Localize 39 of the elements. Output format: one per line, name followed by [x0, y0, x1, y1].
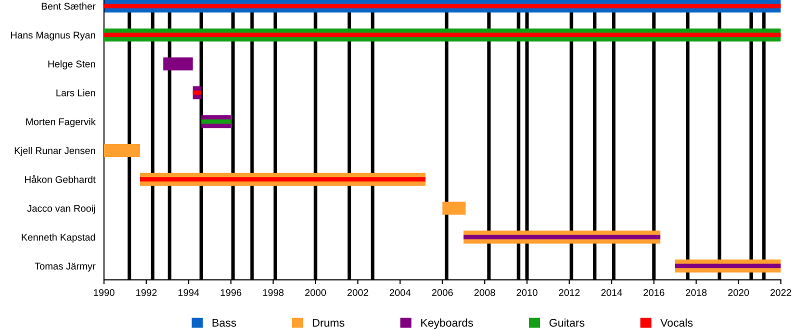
x-tick-label: 2012: [558, 289, 580, 296]
bar: [192, 90, 202, 95]
legend-label: Vocals: [660, 318, 693, 327]
x-tick-label: 2008: [474, 289, 496, 296]
bar: [140, 177, 426, 182]
y-tick-label: Jacco van Rooij: [27, 204, 96, 214]
x-tick-label: 1996: [220, 289, 242, 296]
bar: [442, 202, 466, 215]
x-tick-label: 1990: [94, 289, 114, 296]
legend-label: Guitars: [550, 318, 584, 327]
y-tick-label: Bent Sæther: [42, 2, 96, 10]
y-tick-label: Kenneth Kapstad: [22, 234, 96, 243]
bar: [104, 144, 140, 157]
y-tick-label: Håkon Gebhardt: [25, 175, 96, 183]
x-tick-label: 2018: [686, 289, 707, 296]
legend-label: Keyboards: [421, 318, 473, 329]
bar: [104, 4, 781, 8]
x-tick-label: 1992: [136, 289, 157, 296]
x-tick-label: 1994: [178, 289, 200, 296]
x-tick-label: 2022: [770, 289, 792, 296]
x-tick-label: 2016: [644, 289, 664, 296]
y-tick-label: Lars Lien: [56, 89, 96, 96]
x-tick-label: 2020: [728, 289, 749, 296]
legend-label: Drums: [312, 318, 344, 327]
x-tick-label: 1998: [263, 289, 284, 296]
x-tick-label: 2004: [390, 289, 411, 296]
y-tick-label: Helge Sten: [48, 60, 96, 70]
bar: [163, 57, 193, 70]
x-tick-label: 2006: [432, 289, 453, 296]
y-tick-label: Hans Magnus Ryan: [11, 32, 96, 40]
x-tick-label: 2000: [305, 289, 326, 296]
y-tick-label: Tomas Järmyr: [34, 262, 96, 272]
x-tick-label: 2014: [601, 289, 622, 296]
y-tick-label: Morten Fagervik: [26, 118, 96, 128]
x-tick-label: 2002: [347, 289, 368, 296]
bar: [104, 32, 781, 38]
legend-label: Bass: [212, 318, 236, 327]
y-tick-label: Kjell Runar Jensen: [14, 146, 96, 156]
x-tick-label: 2010: [516, 289, 538, 296]
